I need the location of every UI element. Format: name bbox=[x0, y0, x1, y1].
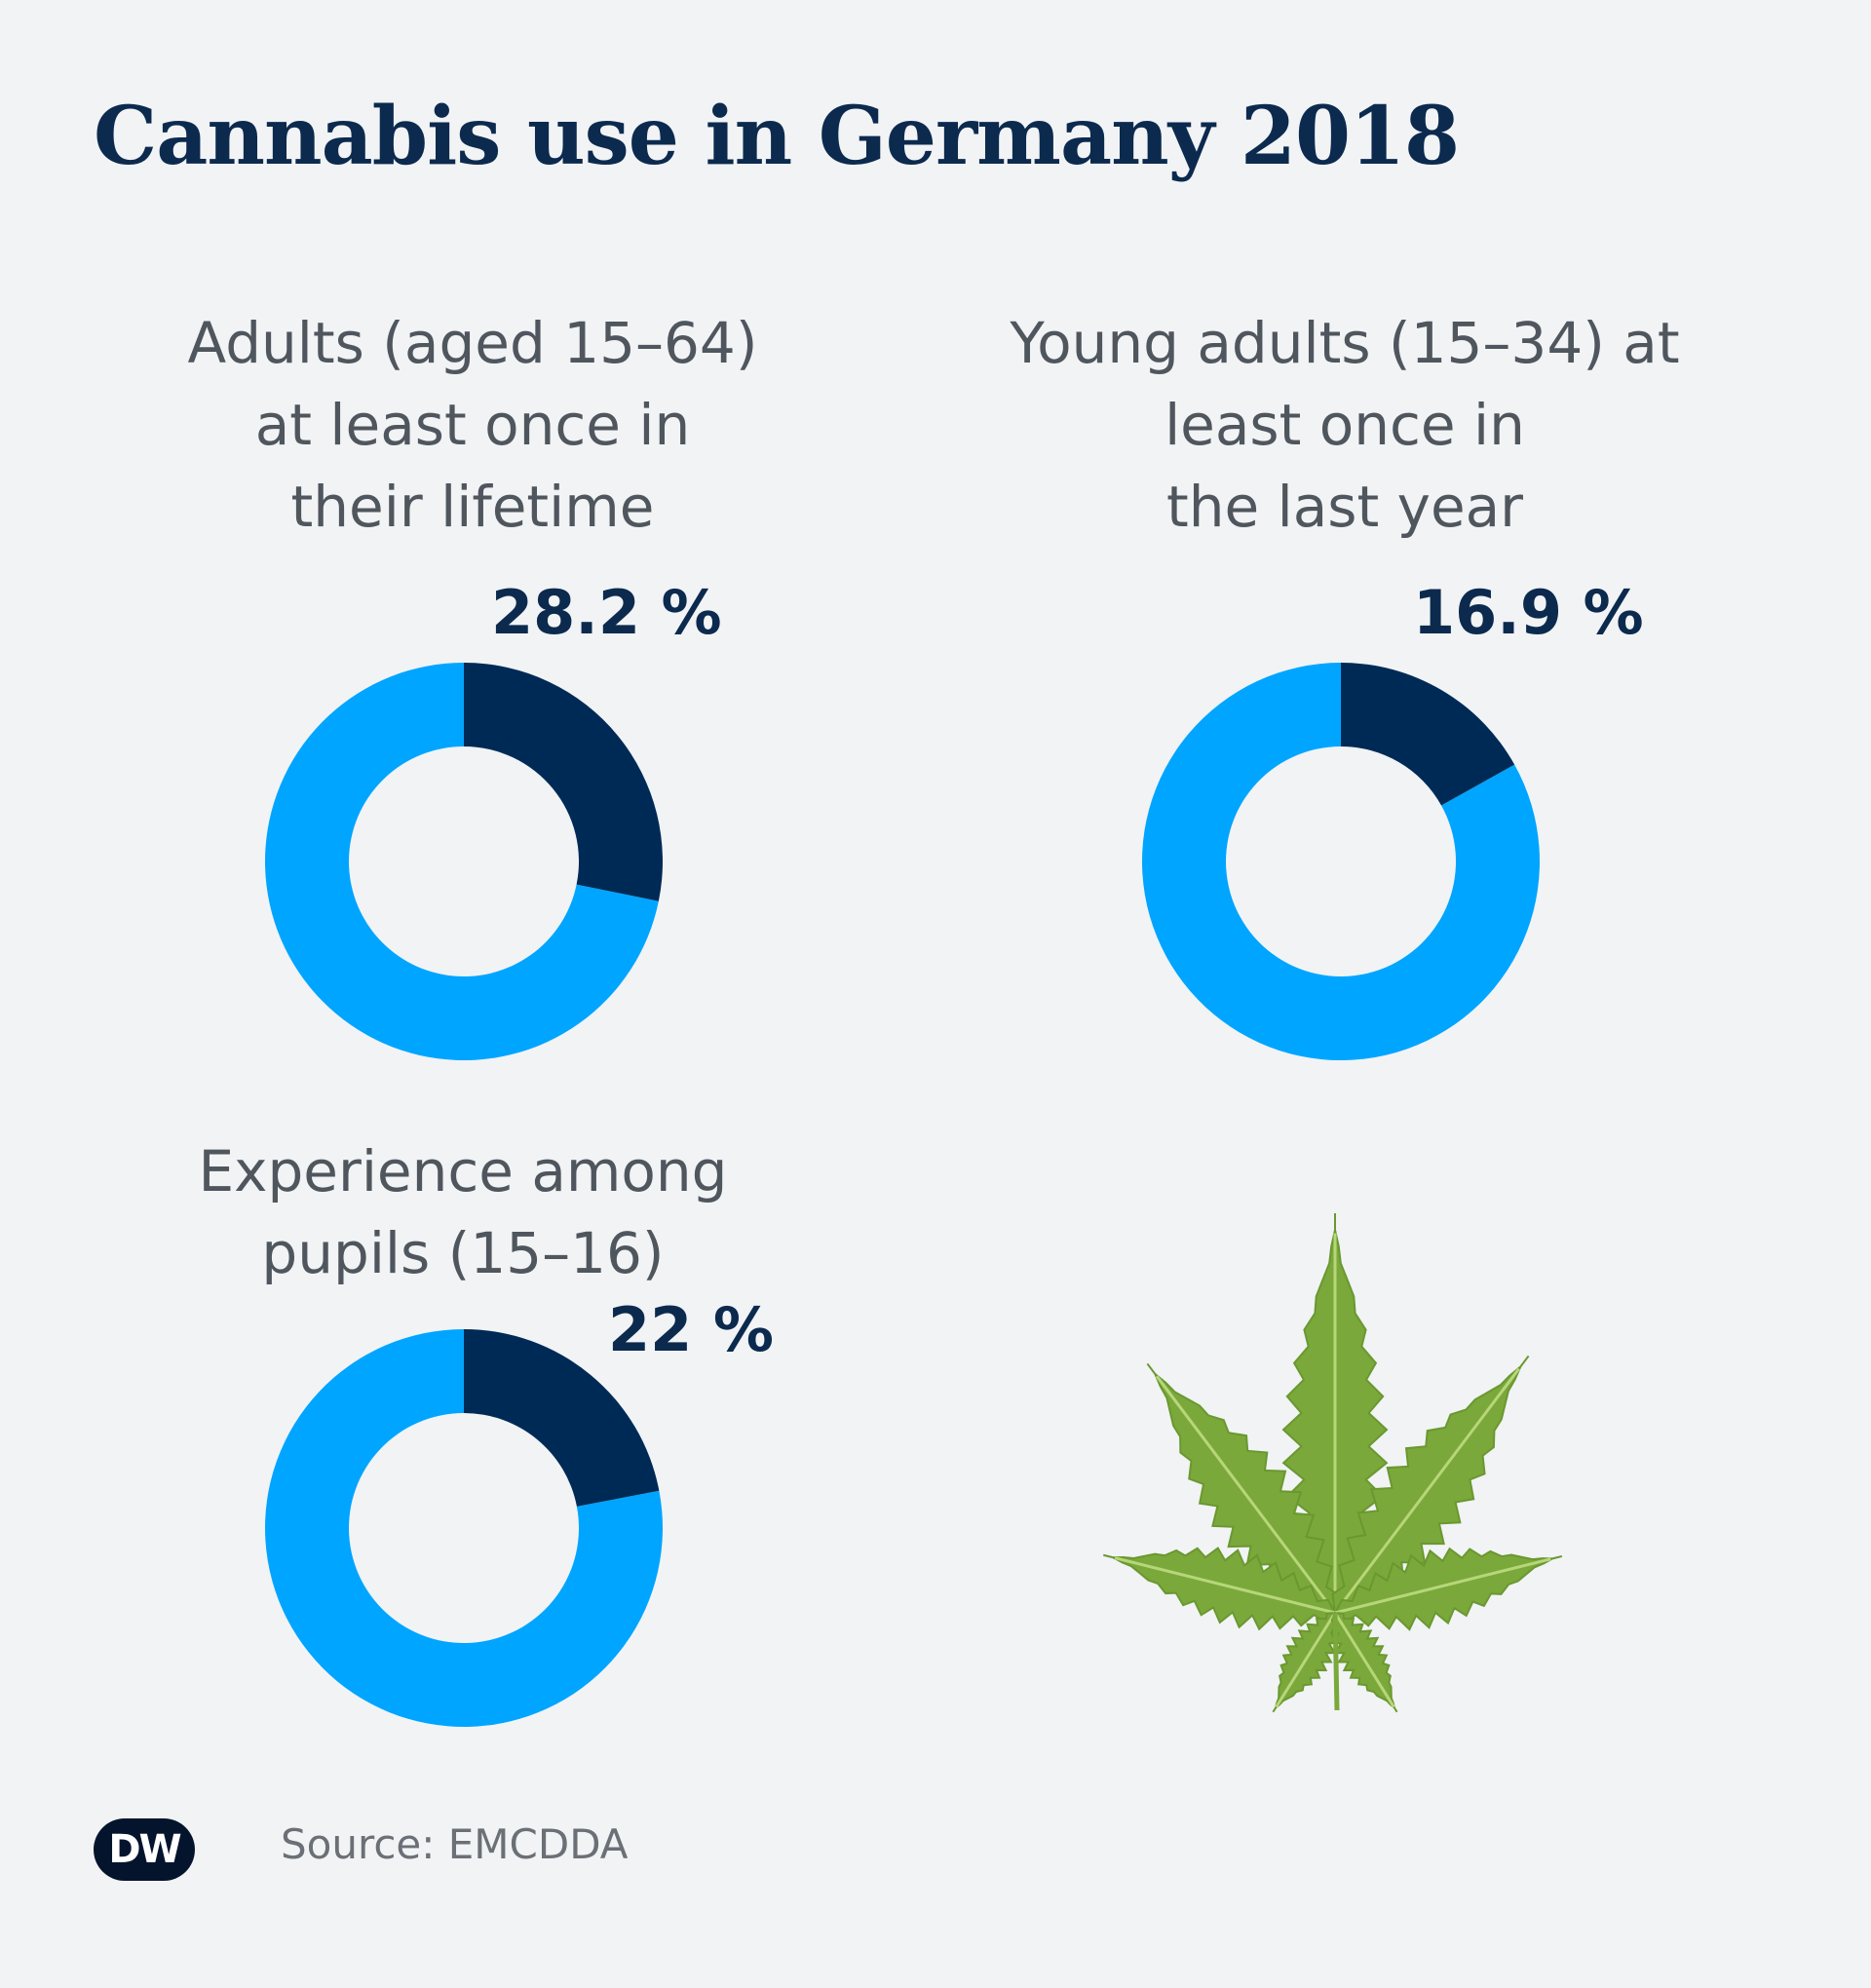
donut-slice-share bbox=[1341, 663, 1515, 806]
donut-slice-share bbox=[464, 1329, 660, 1507]
donut-2-label-line: the last year bbox=[1165, 474, 1524, 540]
dw-logo: DW bbox=[94, 1818, 195, 1881]
donut-2-label: Young adults (15–34) at least once in th… bbox=[955, 302, 1735, 548]
donut-3-label-line: pupils (15–16) bbox=[261, 1220, 665, 1286]
donut-3-label: Experience among pupils (15–16) bbox=[122, 1130, 804, 1294]
donut-3-value-label: 22 % bbox=[608, 1294, 774, 1365]
dw-logo-text: DW bbox=[108, 1827, 181, 1872]
source-note: Source: EMCDDA bbox=[281, 1820, 629, 1868]
leaflet bbox=[1333, 1547, 1563, 1631]
donut-3-label-line: Experience among bbox=[198, 1138, 728, 1204]
leaflet bbox=[1330, 1611, 1398, 1713]
leaflet bbox=[1146, 1362, 1339, 1615]
donut-slice-share bbox=[464, 663, 663, 901]
cannabis-leaf-icon bbox=[1103, 1213, 1563, 1713]
donut-1-label-line: Adults (aged 15–64) bbox=[187, 310, 758, 376]
donut-1-label-line: their lifetime bbox=[290, 474, 655, 540]
leaflet bbox=[1103, 1547, 1337, 1631]
donut-2-value-label: 16.9 % bbox=[1413, 577, 1644, 648]
donut-1-value-label: 28.2 % bbox=[491, 577, 722, 648]
donut-2-label-line: least once in bbox=[1165, 392, 1525, 458]
donut-2-label-line: Young adults (15–34) at bbox=[1010, 310, 1680, 376]
chart-title: Cannabis use in Germany 2018 bbox=[94, 90, 1460, 183]
donut-slice-rest bbox=[1142, 663, 1540, 1060]
donut-1-label: Adults (aged 15–64) at least once in the… bbox=[132, 302, 814, 548]
donut-chart-adults-lifetime bbox=[265, 663, 663, 1060]
leaf-stem bbox=[1332, 1612, 1340, 1711]
donut-slice-rest bbox=[265, 1329, 663, 1727]
donut-chart-young-adults-last-year bbox=[1142, 663, 1540, 1060]
donut-1-label-line: at least once in bbox=[254, 392, 691, 458]
leaflet bbox=[1272, 1611, 1340, 1713]
donut-chart-pupils bbox=[265, 1329, 663, 1727]
leaflet bbox=[1331, 1355, 1530, 1615]
donut-slice-rest bbox=[265, 663, 659, 1060]
